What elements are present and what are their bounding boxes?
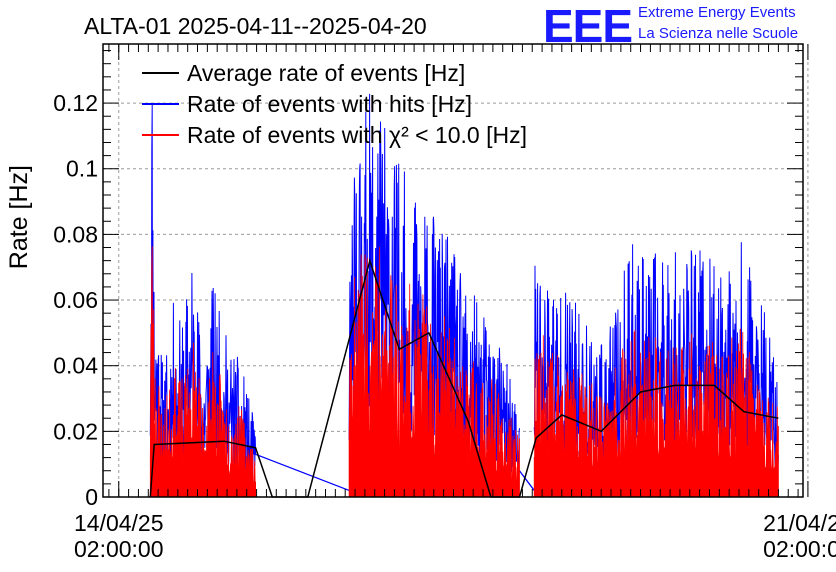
x-tick-label-time: 02:00:00 <box>763 536 836 562</box>
legend-label: Rate of events with hits [Hz] <box>187 91 472 117</box>
y-axis-title: Rate [Hz] <box>5 165 33 269</box>
y-tick-label: 0.04 <box>53 353 98 379</box>
y-tick-label: 0.12 <box>53 90 98 116</box>
average-series-line <box>149 258 779 498</box>
axes <box>102 43 809 498</box>
y-tick-label: 0.02 <box>53 418 98 444</box>
data-series <box>149 93 779 498</box>
chi2-series-segment <box>348 247 520 498</box>
eee-logo: EEE Extreme Energy Events La Scienza nel… <box>543 0 798 52</box>
x-tick-label-time: 02:00:00 <box>74 536 164 562</box>
x-tick-label-date: 21/04/25 <box>763 510 836 536</box>
plot-frame <box>102 43 804 498</box>
legend-label: Rate of events with χ² < 10.0 [Hz] <box>187 122 527 148</box>
y-tick-label: 0.1 <box>66 156 98 182</box>
eee-logo-line2: La Scienza nelle Scuole <box>638 25 798 42</box>
chi2-series-segment <box>149 246 256 498</box>
chart-title: ALTA-01 2025-04-11--2025-04-20 <box>84 13 427 39</box>
hits-series-gap-line <box>518 470 535 491</box>
legend: Average rate of events [Hz] Rate of event… <box>142 60 527 148</box>
x-tick-label-date: 14/04/25 <box>74 510 164 536</box>
legend-label: Average rate of events [Hz] <box>187 60 465 86</box>
eee-logo-line1: Extreme Energy Events <box>638 4 796 21</box>
y-tick-label: 0 <box>85 484 98 510</box>
chi2-series-segment <box>533 328 779 498</box>
tick-labels: 00.020.040.060.080.10.1214/04/2502:00:00… <box>53 90 836 562</box>
hits-series-gap-line <box>255 453 350 492</box>
y-tick-label: 0.06 <box>53 287 98 313</box>
y-tick-label: 0.08 <box>53 221 98 247</box>
